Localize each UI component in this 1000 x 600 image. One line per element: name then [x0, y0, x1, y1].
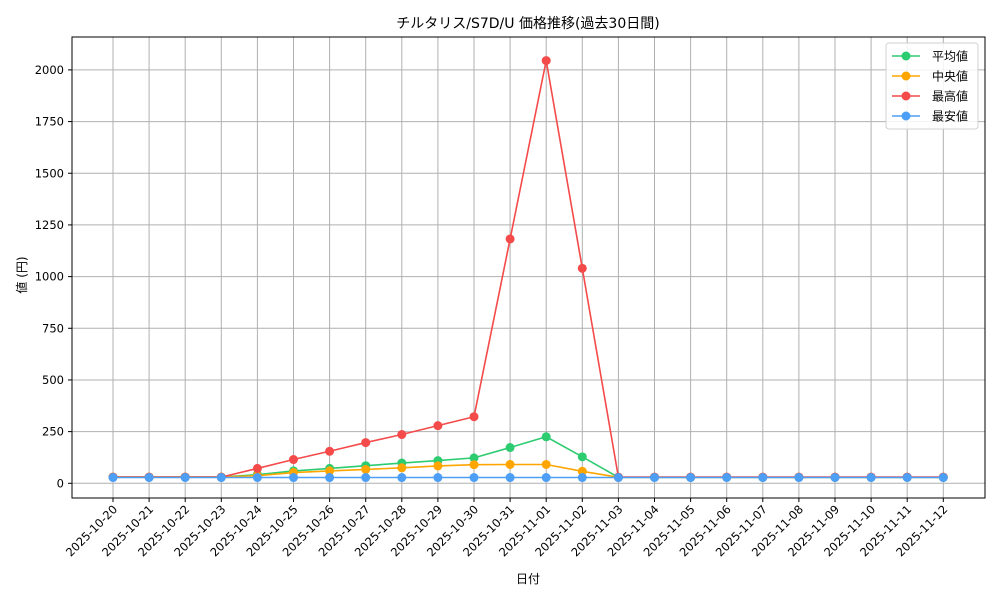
data-point-marker — [325, 466, 335, 476]
data-point-marker — [505, 443, 515, 453]
data-point-marker — [505, 473, 515, 483]
data-point-marker — [216, 473, 226, 483]
y-tick-label: 1250 — [35, 218, 64, 232]
y-tick-label: 1500 — [35, 166, 64, 180]
y-tick-label: 500 — [42, 373, 64, 387]
data-point-marker — [541, 432, 551, 442]
series-1 — [108, 459, 948, 482]
data-point-marker — [541, 459, 551, 469]
x-axis-ticks: 2025-10-202025-10-212025-10-222025-10-23… — [63, 498, 950, 559]
y-tick-label: 1000 — [35, 270, 64, 284]
data-point-marker — [577, 473, 587, 483]
legend-label: 平均値 — [932, 49, 968, 64]
data-point-marker — [397, 430, 407, 440]
data-point-marker — [830, 473, 840, 483]
series-3 — [108, 473, 948, 483]
y-tick-label: 0 — [57, 476, 64, 490]
series-2 — [108, 56, 948, 482]
y-axis-label: 値 (円) — [14, 256, 29, 293]
legend-marker — [901, 71, 911, 81]
data-point-marker — [505, 234, 515, 244]
chart-title: チルタリス/S7D/U 価格推移(過去30日間) — [396, 16, 659, 32]
y-tick-label: 750 — [42, 321, 64, 335]
legend-marker — [901, 51, 911, 61]
data-point-marker — [686, 473, 696, 483]
data-point-marker — [361, 438, 371, 448]
grid-lines — [72, 37, 985, 498]
data-point-marker — [469, 460, 479, 470]
data-point-marker — [180, 473, 190, 483]
data-point-marker — [252, 463, 262, 473]
data-point-marker — [577, 452, 587, 462]
legend-label: 最安値 — [932, 109, 968, 124]
data-point-marker — [541, 56, 551, 66]
data-point-marker — [505, 459, 515, 469]
data-point-marker — [469, 473, 479, 483]
series-line — [113, 60, 944, 478]
data-point-marker — [469, 412, 479, 422]
data-point-marker — [397, 473, 407, 483]
data-point-marker — [325, 446, 335, 456]
y-tick-label: 2000 — [35, 63, 64, 77]
data-point-marker — [758, 473, 768, 483]
data-point-marker — [144, 473, 154, 483]
data-point-marker — [541, 473, 551, 483]
data-point-marker — [325, 473, 335, 483]
data-point-marker — [577, 263, 587, 273]
series-lines — [108, 56, 948, 483]
data-point-marker — [722, 473, 732, 483]
data-point-marker — [938, 473, 948, 483]
y-tick-label: 1750 — [35, 115, 64, 129]
y-tick-label: 250 — [42, 425, 64, 439]
data-point-marker — [289, 455, 298, 465]
y-axis-ticks: 0 250 500 750 1000 1250 1500 1750 2000 — [35, 63, 72, 490]
data-point-marker — [613, 473, 623, 483]
data-point-marker — [433, 461, 443, 471]
data-point-marker — [361, 464, 371, 474]
data-point-marker — [397, 463, 407, 473]
legend-label: 中央値 — [932, 69, 968, 84]
data-point-marker — [252, 473, 262, 483]
data-point-marker — [361, 473, 371, 483]
data-point-marker — [433, 421, 443, 431]
data-point-marker — [794, 473, 804, 483]
legend-marker — [901, 91, 911, 101]
plot-area-frame — [71, 36, 986, 499]
legend-label: 最高値 — [932, 89, 968, 104]
data-point-marker — [902, 473, 912, 483]
series-line — [113, 435, 944, 479]
data-point-marker — [469, 453, 479, 463]
data-point-marker — [577, 466, 587, 476]
legend-marker — [901, 111, 911, 121]
data-point-marker — [289, 473, 298, 483]
data-point-marker — [866, 473, 876, 483]
data-point-marker — [108, 473, 118, 483]
data-point-marker — [433, 473, 443, 483]
data-point-marker — [650, 473, 659, 483]
x-axis-label: 日付 — [516, 572, 540, 586]
